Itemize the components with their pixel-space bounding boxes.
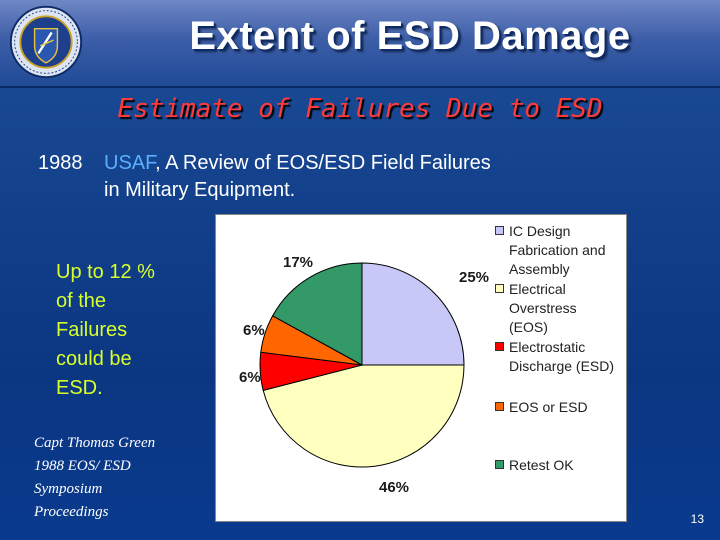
legend-swatch (495, 284, 504, 293)
claim-line: Up to 12 % (56, 261, 155, 283)
legend-label-line: IC Design (509, 223, 571, 239)
legend-label-line: Electrical (509, 281, 566, 297)
citation-title-line2: in Military Equipment. (104, 179, 296, 201)
citation-title-line1: , A Review of EOS/ESD Field Failures (155, 152, 491, 174)
claim-line: could be (56, 348, 132, 370)
slide-title: Extent of ESD Damage (189, 14, 631, 58)
legend-label-line: EOS or ESD (509, 399, 588, 415)
legend-label-line: (EOS) (509, 319, 548, 335)
claim-line: of the (56, 290, 107, 312)
legend-label-line: Discharge (ESD) (509, 358, 615, 374)
legend-label-line: Electrostatic (509, 339, 586, 355)
pie-slice (262, 364, 465, 468)
legend-swatch (495, 226, 504, 235)
pie-slice (271, 262, 363, 366)
claim-line: ESD. (56, 377, 103, 399)
reference-line: 1988 EOS/ ESD (34, 458, 131, 474)
reference-note: Capt Thomas Green 1988 EOS/ ESD Symposiu… (34, 432, 155, 524)
legend-label: Retest OK (509, 456, 574, 475)
reference-line: Symposium (34, 481, 103, 497)
legend-label: Electrical Overstress (EOS) (509, 280, 577, 337)
pie-slice (361, 262, 465, 366)
citation-source: USAF (104, 152, 156, 174)
legend-swatch (495, 402, 504, 411)
page-number: 13 (690, 512, 704, 526)
legend-label-line: Overstress (509, 300, 577, 316)
legend-swatch (495, 460, 504, 469)
slice-value-label: 6% (239, 369, 261, 386)
citation-year: 1988 (38, 152, 83, 174)
pie-chart: 25% 46% 6% 6% 17% (239, 254, 489, 496)
legend-swatch (495, 342, 504, 351)
esd-claim: Up to 12 % of the Failures could be ESD. (56, 258, 155, 403)
legend-label: EOS or ESD (509, 398, 588, 417)
pie-chart-panel: 25% 46% 6% 6% 17% (215, 214, 627, 522)
slide-header: Extent of ESD Damage (0, 0, 720, 88)
slice-value-label: 46% (379, 479, 409, 496)
slice-value-label: 6% (243, 322, 265, 339)
slice-value-label: 17% (283, 254, 313, 271)
legend-label-line: Retest OK (509, 457, 574, 473)
slide-subtitle: Estimate of Failures Due to ESD (117, 94, 603, 124)
study-citation: 1988 USAF, A Review of EOS/ESD Field Fail… (38, 150, 491, 204)
reference-line: Capt Thomas Green (34, 435, 156, 451)
reference-line: Proceedings (34, 504, 109, 520)
slice-value-label: 25% (459, 269, 489, 286)
air-force-shield-icon (9, 5, 83, 79)
legend-label: Electrostatic Discharge (ESD) (509, 338, 614, 376)
legend-label-line: Fabrication and (509, 242, 606, 258)
legend-label-line: Assembly (509, 261, 570, 277)
legend-label: IC Design Fabrication and Assembly (509, 222, 606, 279)
claim-line: Failures (56, 319, 128, 341)
